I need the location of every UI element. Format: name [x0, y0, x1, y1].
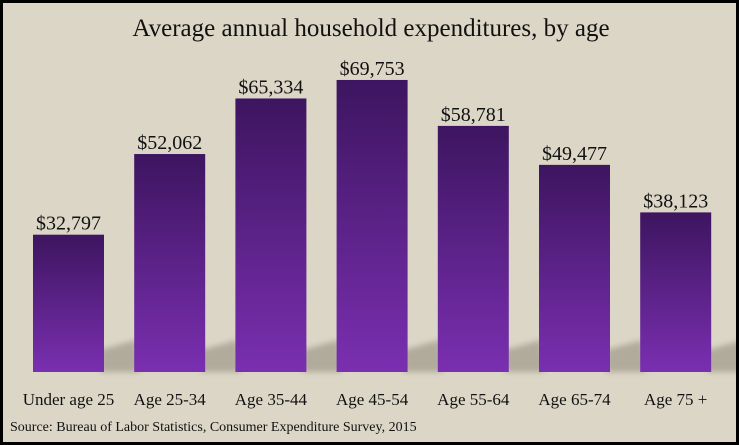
category-label: Age 55-64	[437, 390, 510, 409]
bar	[640, 212, 712, 372]
bar-shadow	[201, 340, 242, 372]
bar	[235, 98, 307, 372]
value-labels: $32,797 $52,062 $65,334 $69,753 $58,781 $49,4…	[36, 58, 708, 235]
bar-shadow	[100, 340, 140, 372]
bar-shadow	[504, 340, 545, 372]
bar	[539, 164, 610, 372]
bar-value-label: $58,781	[441, 104, 506, 126]
bar-value-label: $38,123	[643, 190, 708, 212]
bar	[134, 154, 206, 372]
bar-value-label: $49,477	[542, 143, 607, 165]
bar-shadow	[707, 342, 736, 372]
chart-svg: Average annual household expenditures, b…	[10, 15, 736, 435]
category-label: Age 45-54	[336, 390, 409, 409]
category-label: Age 35-44	[235, 390, 308, 409]
bar-value-label: $65,334	[238, 76, 303, 98]
bar	[33, 234, 104, 372]
category-label: Age 25-34	[134, 390, 207, 409]
category-label: Under age 25	[23, 390, 115, 409]
bar-value-label: $69,753	[340, 58, 405, 80]
bar	[336, 79, 408, 372]
source-note: Source: Bureau of Labor Statistics, Cons…	[10, 420, 417, 435]
bar-shadows	[100, 340, 736, 372]
category-labels: Under age 25 Age 25-34 Age 35-44 Age 45-54 A…	[23, 390, 708, 409]
bar	[437, 125, 509, 372]
bar-shadow	[403, 340, 444, 372]
bar-value-label: $52,062	[137, 132, 202, 154]
bar-shadow	[606, 340, 646, 372]
bar-value-label: $32,797	[36, 213, 101, 235]
chart-title: Average annual household expenditures, b…	[132, 15, 609, 42]
category-label: Age 65-74	[538, 390, 611, 409]
category-label: Age 75 +	[644, 390, 707, 409]
bars	[33, 79, 712, 372]
bar-shadow	[302, 340, 343, 372]
